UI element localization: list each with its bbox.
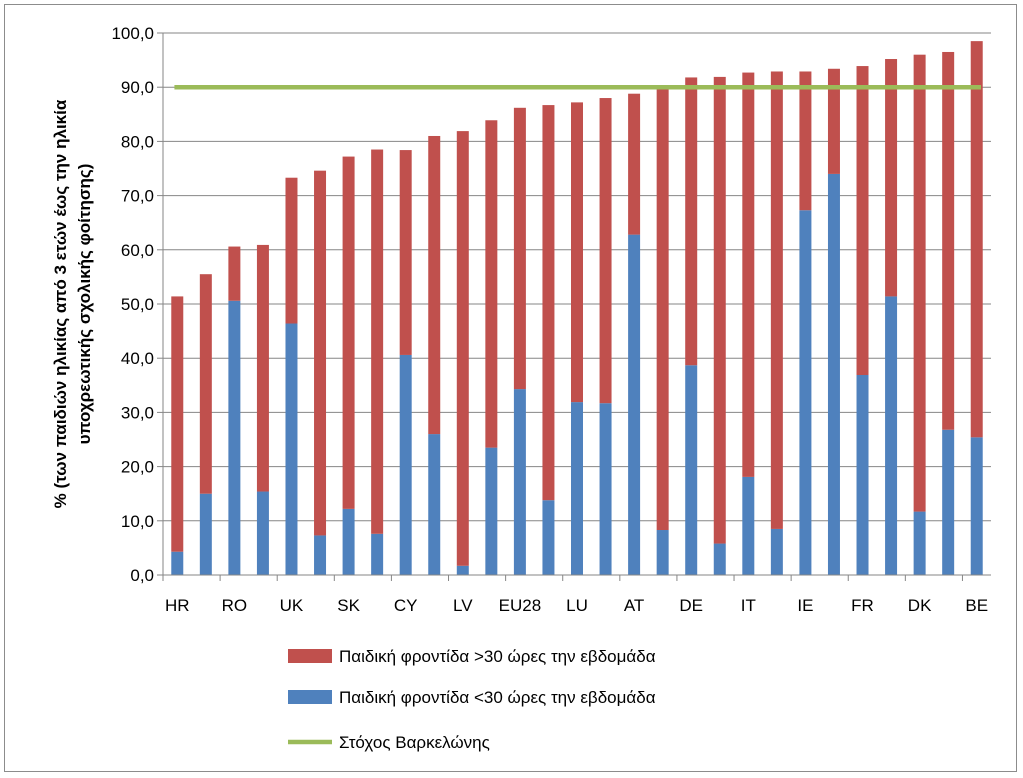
bar-over-30h xyxy=(599,98,612,404)
x-tick-label: EU28 xyxy=(499,596,542,615)
bar-over-30h xyxy=(456,131,469,566)
x-tick-label: UK xyxy=(280,596,304,615)
bar-over-30h xyxy=(913,54,926,512)
bar-under-30h xyxy=(856,375,869,575)
x-tick-label: FR xyxy=(851,596,874,615)
y-tick-label: 0,0 xyxy=(130,566,154,585)
bar-under-30h xyxy=(399,354,412,575)
bar-over-30h xyxy=(571,102,583,403)
bar-over-30h xyxy=(428,135,441,435)
bar-under-30h xyxy=(970,437,983,575)
y-tick-label: 10,0 xyxy=(121,512,154,531)
bar-over-30h xyxy=(171,296,184,552)
bar-under-30h xyxy=(171,551,184,575)
y-tick-label: 30,0 xyxy=(121,403,154,422)
legend-label: Παιδική φροντίδα >30 ώρες την εβδομάδα xyxy=(339,647,656,666)
x-tick-label: LV xyxy=(453,596,473,615)
bar-over-30h xyxy=(799,71,812,211)
bar-under-30h xyxy=(913,511,926,575)
bar-over-30h xyxy=(685,77,698,366)
bar-under-30h xyxy=(542,500,555,575)
y-tick-label: 40,0 xyxy=(121,349,154,368)
bar-under-30h xyxy=(742,476,755,575)
bar-over-30h xyxy=(399,150,412,355)
bar-over-30h xyxy=(314,170,327,536)
bar-under-30h xyxy=(314,535,327,575)
bar-under-30h xyxy=(827,173,840,576)
x-tick-label: CY xyxy=(394,596,418,615)
bar-over-30h xyxy=(228,246,241,301)
axes xyxy=(162,33,991,581)
bar-over-30h xyxy=(199,274,212,494)
bar-under-30h xyxy=(428,434,441,575)
bar-over-30h xyxy=(742,72,755,477)
bar-under-30h xyxy=(770,528,783,575)
bar-over-30h xyxy=(942,51,955,430)
y-tick-label: 20,0 xyxy=(121,458,154,477)
y-tick-label: 100,0 xyxy=(111,24,154,43)
y-tick-label: 80,0 xyxy=(121,132,154,151)
x-tick-label: SK xyxy=(337,596,360,615)
y-tick-label: 50,0 xyxy=(121,295,154,314)
bar-under-30h xyxy=(285,323,298,575)
bar-under-30h xyxy=(513,389,526,575)
bar-under-30h xyxy=(799,210,812,575)
x-tick-labels: HR RO UK SK CY LV EU28 LU AT DE IT IE FR DK BE xyxy=(165,596,988,615)
y-axis-label-line1: % (των παιδιών ηλικίας από 3 ετών έως τη… xyxy=(51,99,70,508)
bar-over-30h xyxy=(371,149,384,534)
bar-over-30h xyxy=(256,244,269,492)
x-tick-label: LU xyxy=(566,596,588,615)
bar-under-30h xyxy=(628,234,641,575)
legend-swatch xyxy=(288,649,332,663)
legend-swatch xyxy=(288,690,332,704)
bar-under-30h xyxy=(371,533,384,575)
bar-over-30h xyxy=(513,107,526,390)
bar-under-30h xyxy=(256,491,269,575)
x-tick-label: AT xyxy=(624,596,644,615)
bar-under-30h xyxy=(685,365,698,575)
bar-under-30h xyxy=(199,493,212,575)
y-tick-label: 90,0 xyxy=(121,78,154,97)
bar-under-30h xyxy=(342,508,355,575)
bar-over-30h xyxy=(285,177,298,324)
bar-over-30h xyxy=(628,93,641,235)
bar-under-30h xyxy=(571,402,583,575)
legend: Παιδική φροντίδα >30 ώρες την εβδομάδα Πα… xyxy=(288,647,656,752)
bar-over-30h xyxy=(542,105,555,501)
bar-over-30h xyxy=(885,59,898,297)
bar-over-30h xyxy=(827,68,840,174)
y-tick-label: 70,0 xyxy=(121,187,154,206)
bar-under-30h xyxy=(485,447,498,575)
legend-label: Παιδική φροντίδα <30 ώρες την εβδομάδα xyxy=(339,688,656,707)
bar-over-30h xyxy=(656,87,669,531)
bar-over-30h xyxy=(856,66,869,376)
y-tick-label: 60,0 xyxy=(121,241,154,260)
bar-over-30h xyxy=(970,41,983,438)
x-tick-label: IT xyxy=(741,596,756,615)
bar-over-30h xyxy=(342,156,355,509)
bars xyxy=(171,41,983,576)
bar-under-30h xyxy=(599,403,612,575)
x-tick-label: DE xyxy=(679,596,703,615)
bar-over-30h xyxy=(770,71,783,529)
x-tick-label: IE xyxy=(797,596,813,615)
bar-under-30h xyxy=(656,530,669,575)
bar-under-30h xyxy=(942,429,955,575)
bar-under-30h xyxy=(228,300,241,575)
bar-under-30h xyxy=(885,296,898,575)
x-tick-label: HR xyxy=(165,596,190,615)
y-tick-labels: 0,0 10,0 20,0 30,0 40,0 50,0 60,0 70,0 80,0 90,0 1… xyxy=(111,24,154,585)
bar-over-30h xyxy=(485,120,498,448)
bar-under-30h xyxy=(456,565,469,575)
legend-label: Στόχος Βαρκελώνης xyxy=(339,733,490,752)
x-tick-label: DK xyxy=(908,596,932,615)
y-axis-label-line2: υποχρεωτικής σχολικής φοίτησης) xyxy=(75,164,94,445)
bar-under-30h xyxy=(713,543,726,575)
bar-over-30h xyxy=(713,76,726,544)
x-tick-label: BE xyxy=(965,596,988,615)
x-tick-label: RO xyxy=(222,596,248,615)
